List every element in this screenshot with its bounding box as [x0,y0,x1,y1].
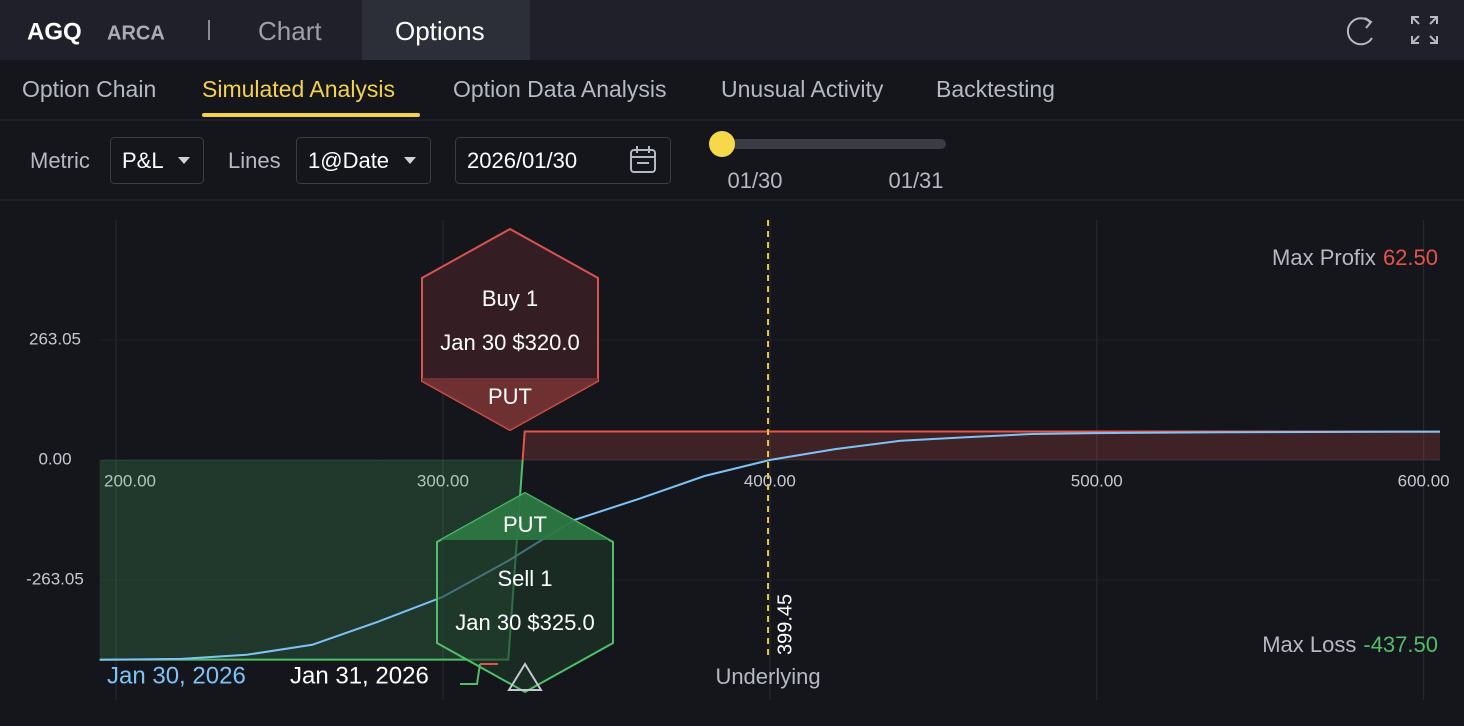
pnl-area [99,431,1440,660]
underlying-value: 399.45 [774,594,796,655]
metric-value: P&L [122,148,164,173]
x-tick-label: 500.00 [1071,471,1123,490]
y-tick-label: 0.00 [38,449,71,468]
legend-entry[interactable]: Jan 31, 2026 [290,662,429,689]
lines-label: Lines [228,148,281,173]
lines-select[interactable] [296,137,431,184]
max-loss: Max Loss -437.50 [1262,632,1438,657]
slider-label: 01/30 [727,168,782,193]
max-profit-label: Max Profix [1272,245,1376,270]
leg-contract: Jan 30 $320.0 [440,330,579,355]
subtab[interactable]: Unusual Activity [721,76,884,102]
symbol: AGQ [27,18,82,45]
subtab[interactable]: Option Data Analysis [453,76,667,102]
underlying-label: Underlying [715,664,820,689]
leg-kind: PUT [488,384,532,409]
tab[interactable]: Chart [258,16,322,46]
top-bar [0,0,1464,60]
x-tick-label: 400.00 [744,471,796,490]
date-input[interactable] [455,137,671,184]
x-tick-label: 600.00 [1398,471,1450,490]
subtab[interactable]: Backtesting [936,76,1055,102]
max-loss-value: -437.50 [1363,632,1438,657]
slider-track[interactable] [722,139,946,149]
tab-active[interactable]: Options [395,16,485,46]
y-tick-label: -263.05 [26,569,84,588]
leg-contract: Jan 30 $325.0 [455,610,594,635]
max-loss-label: Max Loss [1262,632,1356,657]
exchange: ARCA [107,22,165,44]
caret [178,157,190,164]
caret [404,157,416,164]
lines-value: 1@Date [308,148,389,173]
subtab-underline [202,113,420,117]
max-profit: Max Profix 62.50 [1272,245,1438,270]
subtab[interactable]: Option Chain [22,76,156,102]
sell-leg-marker[interactable] [436,491,614,694]
legend-swatch [460,663,481,685]
leg-action: Buy 1 [482,286,538,311]
slider-label: 01/31 [888,168,943,193]
leg-kind: PUT [503,512,547,537]
strike-marker [507,662,543,691]
buy-leg-marker[interactable] [421,227,599,432]
leg-action: Sell 1 [497,566,552,591]
fullscreen-icon[interactable] [1411,16,1438,44]
refresh-icon[interactable] [1346,17,1373,46]
metric-label: Metric [30,148,90,173]
calendar-icon[interactable] [630,146,656,173]
pnl-line [99,430,1441,661]
active-tab-bg [362,0,530,60]
slider-knob[interactable] [709,131,735,157]
y-tick-label: 263.05 [29,329,81,348]
subtab-active[interactable]: Simulated Analysis [202,76,395,102]
legend-entry[interactable]: Jan 30, 2026 [107,662,246,689]
max-profit-value: 62.50 [1383,245,1438,270]
metric-select[interactable] [110,137,204,184]
date-value: 2026/01/30 [467,148,577,173]
